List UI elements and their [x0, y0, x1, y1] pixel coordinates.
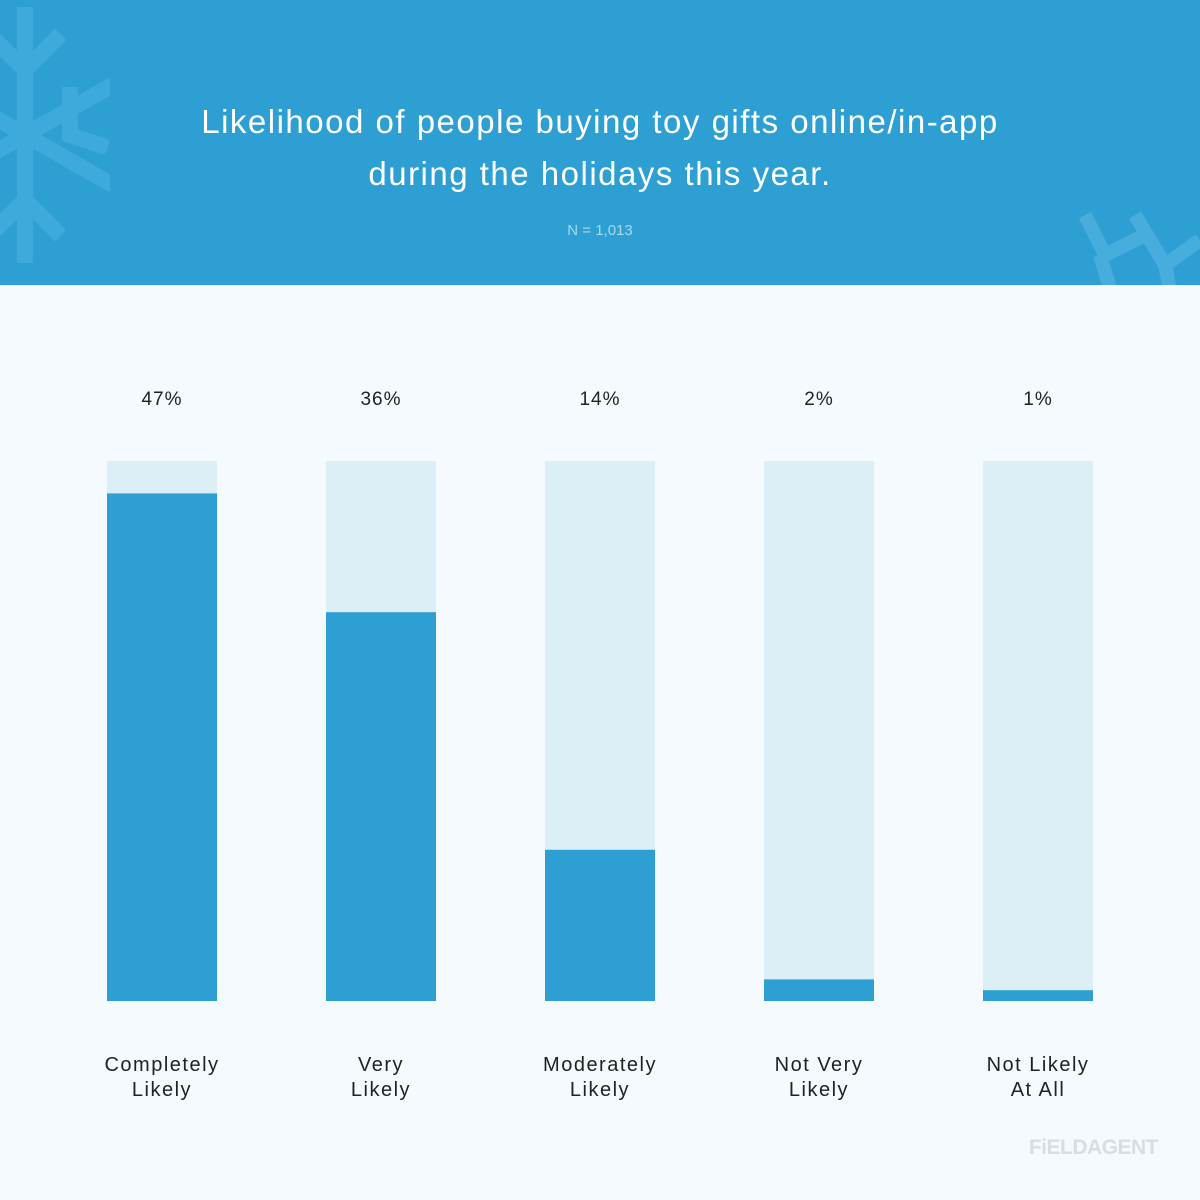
chart-title-line-1: Likelihood of people buying toy gifts on…	[201, 103, 999, 140]
category-label: Very	[358, 1054, 404, 1076]
category-label: Likely	[789, 1079, 849, 1101]
bar	[107, 493, 217, 1001]
chart-title: Likelihood of people buying toy gifts on…	[0, 96, 1200, 200]
category-label: Likely	[570, 1079, 630, 1101]
category-label: Completely	[104, 1054, 219, 1076]
data-label: 1%	[1023, 389, 1052, 410]
category-label: Moderately	[543, 1054, 657, 1076]
header-banner: Likelihood of people buying toy gifts on…	[0, 0, 1200, 285]
bar	[326, 612, 436, 1001]
brand-logo: FiELDAGENT	[1028, 1136, 1159, 1159]
category-label: Likely	[351, 1079, 411, 1101]
bar	[983, 990, 1093, 1001]
category-label: Not Likely	[987, 1054, 1090, 1076]
bar	[545, 849, 655, 1001]
snowflake-icon	[1078, 211, 1200, 285]
category-label: Likely	[132, 1079, 192, 1101]
data-label: 36%	[360, 389, 401, 410]
bar-track	[764, 461, 874, 1001]
category-label: Not Very	[775, 1054, 864, 1076]
data-label: 2%	[804, 389, 833, 410]
sample-size: N = 1,013	[567, 222, 633, 239]
bar-track	[983, 461, 1093, 1001]
category-label: At All	[1011, 1079, 1066, 1101]
data-label: 47%	[141, 389, 182, 410]
data-label: 14%	[579, 389, 620, 410]
snowflake-icon	[0, 7, 110, 263]
bar-chart: 47% Completely Likely 36% Very Likely 14% Moder…	[104, 389, 1093, 1101]
chart-title-line-2: during the holidays this year.	[368, 155, 832, 192]
bar	[764, 979, 874, 1001]
